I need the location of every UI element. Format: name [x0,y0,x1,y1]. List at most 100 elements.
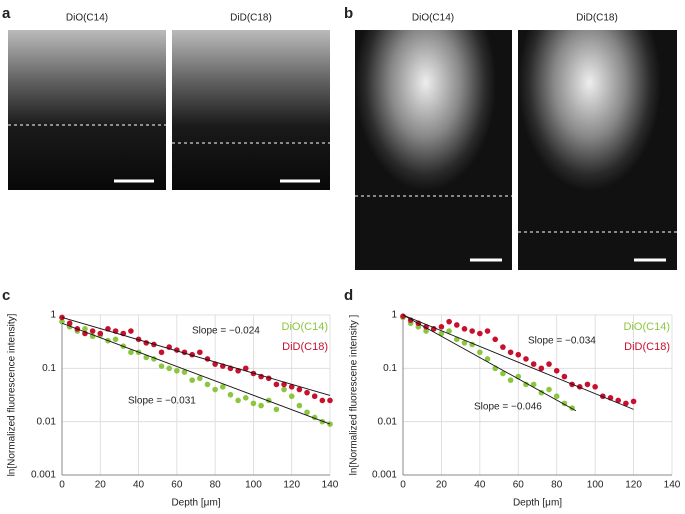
slope-annotation: Slope = −0.034 [528,336,596,347]
data-point [400,313,406,319]
data-point [296,402,303,409]
x-tick-label: 60 [171,480,183,491]
data-point [530,361,537,367]
legend-entry: DiD(C18) [282,341,328,353]
data-point [630,398,637,405]
slope-annotation: Slope = −0.024 [192,326,260,337]
y-tick-label: 0.1 [42,363,56,374]
data-point [461,326,468,332]
data-point [189,377,195,383]
data-point [623,400,629,407]
x-tick-label: 100 [245,480,262,491]
data-point [500,370,506,377]
data-point [181,369,188,375]
x-tick-label: 120 [283,480,300,491]
y-tick-label: 0.001 [31,470,56,481]
data-point [319,397,326,404]
data-point [89,333,96,340]
data-point [174,367,180,374]
data-point [561,373,568,380]
micrograph [8,30,166,190]
data-point [250,400,257,407]
data-point [553,367,560,374]
data-point [158,363,165,369]
image-title: DiD(C18) [576,13,618,24]
data-point [212,386,218,393]
data-point [553,393,560,400]
x-tick-label: 20 [436,480,448,491]
x-tick-label: 80 [210,480,222,491]
slope-annotation: Slope = −0.031 [128,396,196,407]
panel-label: b [344,5,353,22]
data-point [66,320,73,327]
data-point [273,381,280,388]
data-point [204,381,211,388]
data-point [546,386,552,393]
image-title: DiD(C18) [230,13,272,24]
x-tick-label: 120 [625,480,642,491]
data-point [615,397,621,404]
data-point [446,328,452,334]
panel-label: d [344,287,353,304]
data-point [546,361,552,367]
data-point [523,356,529,362]
data-point [477,349,483,356]
data-point [273,406,280,413]
data-point [197,375,203,382]
data-point [530,381,537,388]
x-tick-label: 0 [400,480,406,491]
data-point [327,397,333,404]
y-tick-label: 0.01 [37,416,57,427]
x-tick-label: 0 [59,480,65,491]
y-tick-label: 1 [50,310,56,321]
data-point [288,384,295,390]
x-tick-label: 80 [551,480,563,491]
x-axis-label: Depth [μm] [513,498,562,509]
image-title: DiO(C14) [66,13,108,24]
data-point [242,395,249,401]
data-point [538,365,545,372]
y-tick-label: 0.01 [378,416,398,427]
data-point [227,391,234,398]
data-point [507,377,514,383]
data-point [166,365,172,372]
y-axis-label: ln[Normalized fluorescene intensity ] [349,314,360,475]
data-point [235,397,241,404]
data-point [281,386,287,393]
data-point [59,318,65,325]
image-title: DiO(C14) [412,13,454,24]
data-point [242,365,249,372]
data-point [592,384,598,390]
data-point [484,356,491,362]
micrograph [172,30,330,190]
legend-entry: DiD(C18) [624,341,670,353]
data-point [288,393,295,400]
fit-line [402,314,634,410]
data-point [446,318,452,325]
data-point [112,336,119,343]
micrograph [518,30,677,270]
data-point [197,349,203,356]
fit-line [61,322,331,425]
data-point [469,328,475,334]
data-point [500,344,506,350]
data-point [143,354,150,361]
data-point [296,386,303,393]
data-point [454,322,460,328]
data-point [515,351,522,358]
y-tick-label: 0.001 [372,470,397,481]
data-point [311,393,318,400]
data-point [507,349,514,356]
data-point [523,381,529,388]
x-tick-label: 40 [133,480,145,491]
fit-line [61,317,331,396]
data-point [82,326,88,332]
data-point [304,409,310,416]
data-point [89,328,96,334]
x-tick-label: 100 [587,480,604,491]
data-point [492,336,499,343]
data-point [128,349,134,356]
x-tick-label: 140 [322,480,339,491]
x-axis-label: Depth [μm] [171,498,220,509]
